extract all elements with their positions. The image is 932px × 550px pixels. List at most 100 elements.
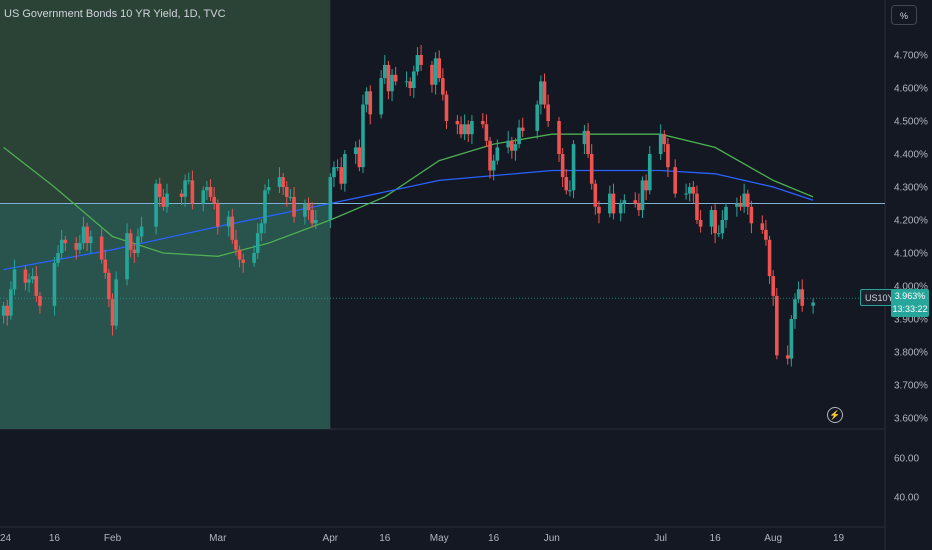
candle xyxy=(78,235,82,254)
candle xyxy=(404,71,409,88)
candle xyxy=(771,270,775,306)
candle xyxy=(582,124,587,154)
candle xyxy=(266,179,271,195)
candle-body xyxy=(284,187,289,197)
candle xyxy=(81,216,86,250)
candle xyxy=(640,176,645,219)
candle xyxy=(277,167,282,193)
candle-body xyxy=(742,193,746,207)
candle xyxy=(382,55,387,85)
candle xyxy=(738,195,743,211)
candle-body xyxy=(259,223,264,234)
time-tick-label: 16 xyxy=(379,533,391,544)
candle xyxy=(713,204,717,244)
candle-body xyxy=(491,160,496,171)
candle xyxy=(644,174,648,201)
candle-body xyxy=(597,206,601,214)
candle-body xyxy=(412,71,416,88)
candle-body xyxy=(698,220,703,227)
candle-body xyxy=(441,78,445,95)
candle xyxy=(368,85,373,125)
moving-average-line-2 xyxy=(3,169,814,271)
candle xyxy=(767,235,772,285)
candle-body xyxy=(34,276,39,296)
candle xyxy=(201,186,206,212)
candle xyxy=(535,100,540,139)
candle xyxy=(88,230,93,253)
candle-body xyxy=(695,193,699,220)
candle-body xyxy=(328,177,333,220)
candle-body xyxy=(517,127,521,145)
time-tick-label: Mar xyxy=(209,533,227,544)
candle-body xyxy=(157,183,162,197)
candle xyxy=(800,279,805,312)
candle-body xyxy=(713,210,717,234)
candle-body xyxy=(687,187,692,194)
candle-body xyxy=(608,193,612,214)
candle xyxy=(419,45,423,71)
candle-body xyxy=(103,259,108,273)
candle xyxy=(466,120,471,143)
candle-body xyxy=(30,276,35,280)
price-axis[interactable]: 4.700% 4.600% 4.500% 4.400% 4.300% 4.200% 4.10… xyxy=(894,51,928,504)
candle-body xyxy=(557,121,561,154)
candle-body xyxy=(785,355,790,359)
candle xyxy=(691,181,696,204)
candle-body xyxy=(637,203,641,211)
time-tick-label: 16 xyxy=(488,533,500,544)
lightning-icon[interactable]: ⚡ xyxy=(827,407,843,423)
candle xyxy=(393,66,398,86)
candle-body xyxy=(310,210,314,224)
candle-body xyxy=(110,299,115,326)
candle xyxy=(332,161,336,187)
candle xyxy=(764,220,768,246)
candle-body xyxy=(255,233,260,253)
candle xyxy=(462,114,467,141)
candle-body xyxy=(226,216,231,227)
candle-body xyxy=(593,183,598,207)
candle xyxy=(568,180,572,197)
candle xyxy=(114,271,118,330)
candle-body xyxy=(419,55,423,65)
candle xyxy=(495,139,500,165)
candle-body xyxy=(724,206,728,220)
candle-body xyxy=(27,279,31,283)
candle xyxy=(288,188,293,201)
candle xyxy=(589,144,594,190)
candle xyxy=(107,268,111,308)
candle-body xyxy=(480,121,485,125)
candle-body xyxy=(495,147,500,161)
candle-body xyxy=(404,81,409,83)
price-tick-label: 3.600% xyxy=(894,414,928,425)
candle xyxy=(517,119,521,149)
time-tick-label: Jun xyxy=(544,533,560,544)
candle-body xyxy=(484,124,489,141)
candle xyxy=(513,138,518,161)
candle xyxy=(59,229,64,259)
time-axis[interactable]: 2024 16 Feb Mar Apr 16 May 16 Jun Jul 16 Aug 19 xyxy=(0,533,845,544)
candle-body xyxy=(735,203,739,207)
candle-body xyxy=(361,104,365,168)
candle-body xyxy=(433,58,438,85)
candle xyxy=(571,140,576,199)
candle-body xyxy=(216,203,220,227)
candle xyxy=(480,113,485,129)
candle xyxy=(564,169,569,195)
candle xyxy=(658,124,663,160)
candle-body xyxy=(386,64,391,92)
price-tick-label: 3.800% xyxy=(894,348,928,359)
candle xyxy=(666,138,670,178)
candle xyxy=(793,293,797,329)
candle-body xyxy=(673,167,677,194)
candle-body xyxy=(644,180,648,191)
candle xyxy=(56,245,60,267)
candle-body xyxy=(364,91,369,105)
unit-toggle-button[interactable]: % xyxy=(891,5,917,25)
candle xyxy=(292,187,296,223)
candle xyxy=(633,192,638,208)
candle-body xyxy=(314,220,318,224)
candle xyxy=(637,193,641,217)
candle-body xyxy=(9,289,13,316)
candle-body xyxy=(132,249,137,253)
